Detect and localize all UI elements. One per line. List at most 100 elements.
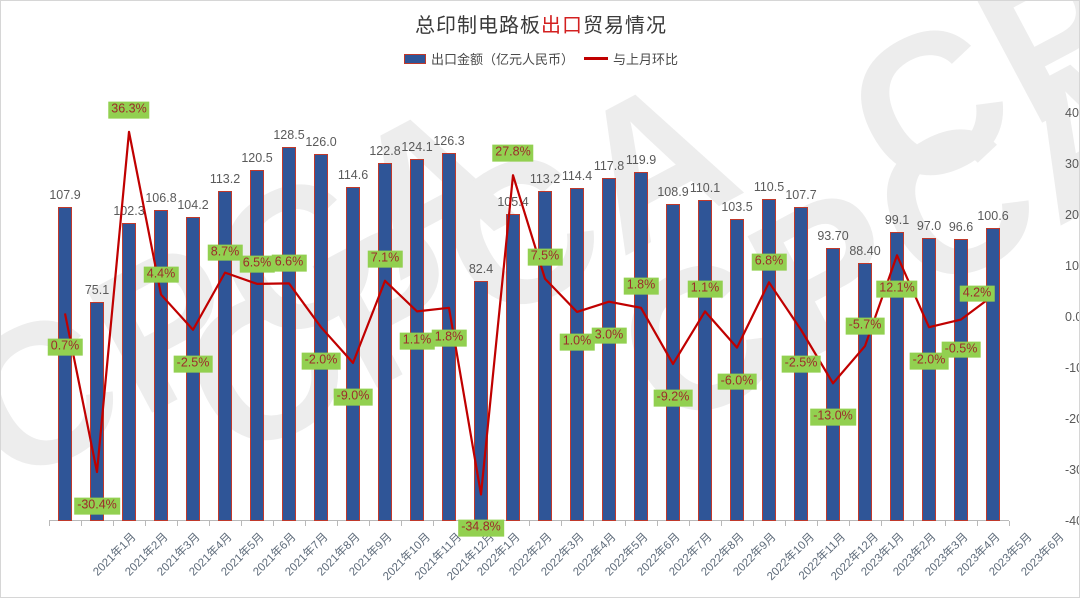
mom-percent-label: 4.4% [143, 266, 179, 283]
mom-percent-label: 8.7% [207, 244, 243, 261]
legend-label-mom-change: 与上月环比 [613, 52, 679, 67]
y-axis-tick-right: 0.0% [1065, 310, 1079, 324]
legend-item-mom-change[interactable]: 与上月环比 [584, 49, 678, 68]
mom-percent-label: 7.5% [527, 248, 563, 266]
bar-value-label: 107.9 [49, 187, 81, 202]
x-axis-tickmark [401, 521, 402, 526]
legend-label-export-amount: 出口金额（亿元人民币） [430, 52, 574, 67]
x-axis-tickmark [817, 521, 818, 526]
bar-value-label: 110.1 [689, 181, 721, 196]
bar-value-label: 126.3 [433, 133, 465, 148]
bar[interactable] [154, 209, 168, 521]
x-axis-tickmark [977, 521, 978, 526]
bar[interactable] [730, 219, 744, 521]
mom-percent-label: 27.8% [492, 144, 534, 162]
bar[interactable] [698, 200, 712, 521]
x-axis-tickmark [273, 521, 274, 526]
bar[interactable] [58, 206, 72, 521]
mom-percent-label: 1.0% [559, 333, 595, 351]
chart-legend: 出口金额（亿元人民币） 与上月环比 [1, 49, 1079, 68]
bar-value-label: 128.5 [273, 127, 305, 142]
bar-value-label: 113.2 [529, 172, 561, 187]
mom-line-series [63, 130, 994, 496]
x-axis-line [49, 520, 1009, 521]
x-axis-tickmark [49, 521, 50, 526]
mom-percent-label: 6.6% [271, 254, 307, 272]
mom-percent-label: 3.0% [591, 327, 627, 345]
bar[interactable] [954, 239, 968, 521]
bar-value-label: 122.8 [369, 144, 401, 159]
bar-value-label: 124.1 [401, 140, 433, 155]
x-axis-tickmark [209, 521, 210, 526]
mom-percent-label: -2.0% [909, 352, 949, 370]
x-axis-tickmark [849, 521, 850, 526]
bar[interactable] [634, 171, 648, 521]
bar-value-label: 75.1 [84, 283, 110, 298]
plot-area: 0.020.040.060.080.0100.0120.0-40.0%-30.0… [47, 101, 1079, 583]
bar-value-label: 108.9 [657, 184, 689, 199]
mom-percent-label: -2.5% [781, 355, 821, 373]
x-axis-tickmark [529, 521, 530, 526]
mom-percent-label: 1.1% [399, 333, 435, 350]
mom-percent-label: -9.0% [333, 388, 373, 406]
bar-value-label: 117.8 [593, 158, 625, 173]
bar[interactable] [890, 232, 904, 521]
x-axis-tickmark [433, 521, 434, 526]
x-axis-tickmark [113, 521, 114, 526]
chart-title-suffix: 贸易情况 [583, 15, 667, 37]
x-axis-tickmark [657, 521, 658, 526]
bar-value-label: 107.7 [785, 188, 817, 203]
x-axis-tickmark [593, 521, 594, 526]
x-axis-tickmark [369, 521, 370, 526]
bar[interactable] [314, 153, 328, 521]
bar[interactable] [122, 222, 136, 521]
bar-value-label: 114.6 [337, 168, 369, 183]
chart-title-prefix: 总印制电路板 [415, 15, 541, 37]
x-axis-tickmark [81, 521, 82, 526]
bar[interactable] [570, 187, 584, 521]
mom-percent-label: 6.5% [239, 255, 275, 273]
x-axis-tickmark [625, 521, 626, 526]
bar[interactable] [826, 247, 840, 521]
bar-value-label: 97.0 [916, 219, 942, 234]
bar[interactable] [538, 191, 552, 521]
chart-title: 总印制电路板出口贸易情况 [1, 9, 1079, 38]
bar-value-label: 96.6 [948, 220, 974, 235]
x-axis-tickmark [913, 521, 914, 526]
bar-value-label: 88.40 [849, 244, 881, 259]
x-axis-tickmark [945, 521, 946, 526]
x-axis-tickmark [337, 521, 338, 526]
bar-value-label: 114.4 [561, 168, 593, 183]
bar-value-label: 104.2 [177, 198, 209, 213]
x-axis-tickmark [145, 521, 146, 526]
y-axis-tick-right: 40.0% [1065, 106, 1079, 120]
bar-value-label: 100.6 [977, 208, 1009, 223]
bar[interactable] [762, 198, 776, 521]
mom-percent-label: 6.8% [751, 253, 787, 271]
legend-item-export-amount[interactable]: 出口金额（亿元人民币） [403, 49, 574, 68]
x-axis-tickmark [241, 521, 242, 526]
mom-percent-label: 0.7% [47, 339, 83, 356]
bar[interactable] [506, 213, 520, 521]
bar-value-label: 103.5 [721, 200, 753, 215]
bar-value-label: 82.4 [468, 261, 494, 276]
mom-percent-label: 7.1% [367, 250, 403, 268]
mom-percent-label: -6.0% [717, 373, 757, 390]
x-axis-tickmark [177, 521, 178, 526]
mom-percent-label: 4.2% [959, 285, 995, 302]
mom-percent-label: -9.2% [653, 389, 693, 407]
bar-value-label: 99.1 [884, 213, 910, 228]
x-axis-tickmark [689, 521, 690, 526]
bar-value-label: 110.5 [753, 179, 785, 194]
y-axis-tick-right: -10.0% [1065, 361, 1079, 375]
mom-percent-label: -30.4% [74, 497, 120, 515]
y-axis-tick-right: 30.0% [1065, 157, 1079, 171]
bar[interactable] [922, 238, 936, 521]
y-axis-tick-right: 20.0% [1065, 208, 1079, 222]
mom-percent-label: 1.8% [431, 329, 467, 347]
x-axis-tickmark [561, 521, 562, 526]
bar[interactable] [282, 146, 296, 521]
bar[interactable] [602, 177, 616, 521]
x-axis-tickmark [305, 521, 306, 526]
